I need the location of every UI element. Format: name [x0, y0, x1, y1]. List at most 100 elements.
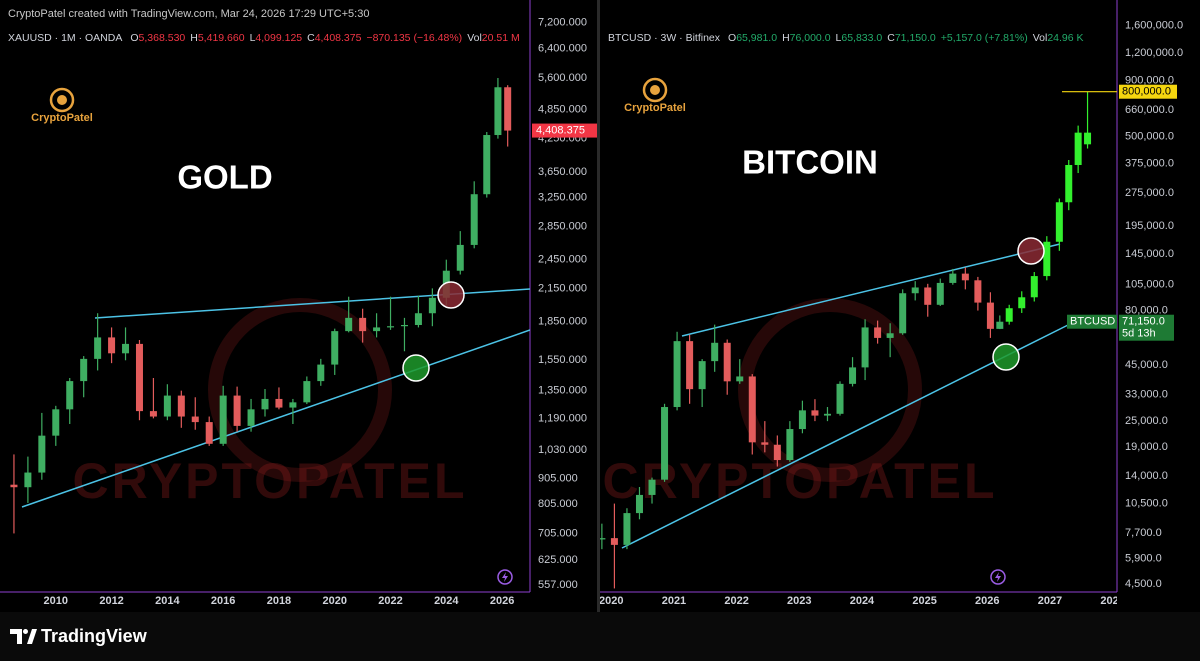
y-tick-label: 1,550.000	[538, 354, 587, 366]
logo-mark	[10, 629, 22, 644]
legend-item: H	[190, 32, 198, 44]
legend-item: XAUUSD · 1M · OANDA	[8, 32, 122, 44]
candle-body	[610, 538, 618, 545]
legend: XAUUSD · 1M · OANDA O5,368.530 H5,419.660 L…	[8, 32, 520, 44]
x-tick-label: 2010	[44, 595, 68, 607]
trendline	[21, 329, 530, 508]
candle-body	[303, 381, 311, 403]
footer-logo: TradingView	[10, 626, 148, 646]
candle-body	[673, 341, 681, 408]
x-axis: 2010 2012 2014 2016 2018 2020 2022 2024 2026	[44, 595, 515, 607]
y-tick-label: 33,000.0	[1125, 389, 1168, 401]
x-tick-label: 2022	[378, 595, 402, 607]
x-tick-label: 2024	[434, 595, 459, 607]
candle-body	[163, 395, 171, 417]
candle-body	[135, 343, 143, 412]
candle-body	[723, 342, 731, 382]
x-tick-label: 2025	[912, 595, 936, 607]
candle-body	[359, 317, 367, 332]
y-tick-label: 3,650.000	[538, 166, 587, 178]
y-tick-label: 25,000.0	[1125, 415, 1168, 427]
candle-body	[849, 367, 857, 384]
candle-body	[711, 342, 719, 362]
candle-body	[373, 327, 381, 332]
candle-body	[504, 87, 512, 131]
candle-body	[66, 381, 74, 410]
footer-bar	[0, 612, 1200, 661]
x-tick-label: 2027	[1038, 595, 1062, 607]
legend-item: O	[728, 32, 736, 44]
candle-body	[10, 484, 18, 488]
x-tick-label: 2018	[267, 595, 291, 607]
y-tick-label: 4,850.000	[538, 103, 587, 115]
legend: BTCUSD · 3W · Bitfinex O65,981.0 H76,000.0…	[608, 32, 1084, 44]
x-tick-label: 2026	[975, 595, 999, 607]
candle-body	[1065, 165, 1073, 203]
y-tick-label: 557.000	[538, 579, 578, 591]
candle-body	[494, 87, 502, 136]
candle-body	[773, 444, 781, 461]
candle-body	[1030, 276, 1038, 298]
legend-item: C	[307, 32, 315, 44]
legend-item: 65,981.0	[736, 32, 777, 44]
y-tick-label: 7,700.0	[1125, 527, 1162, 539]
legend-item: 24.96 K	[1047, 32, 1083, 44]
candle-body	[635, 494, 643, 514]
legend-item: 4,099.125	[255, 32, 302, 44]
candle-body	[798, 410, 806, 430]
y-tick-label: 19,000.0	[1125, 441, 1168, 453]
candle-body	[924, 287, 932, 305]
candle-body	[1043, 241, 1051, 277]
candle-body	[761, 442, 769, 445]
candle-body	[949, 273, 957, 283]
x-tick-label: 2024	[850, 595, 875, 607]
watermark-text: CRYPTOPATEL	[72, 453, 467, 509]
candle-body	[661, 407, 669, 480]
trendline	[681, 243, 1061, 337]
y-tick-label: 2,850.000	[538, 220, 587, 232]
x-tick-label: 2023	[787, 595, 811, 607]
candle-body	[275, 398, 283, 408]
candle-body	[80, 358, 88, 382]
x-tick-label: 2020	[322, 595, 346, 607]
candle-body	[191, 416, 199, 423]
candle-body	[38, 435, 46, 473]
logo-icon	[57, 95, 67, 105]
x-tick-label: 2026	[490, 595, 514, 607]
candle-body	[861, 327, 869, 368]
candle-body	[911, 287, 919, 294]
candle-body	[428, 297, 436, 314]
y-tick-label: 375,000.0	[1125, 158, 1174, 170]
x-tick-label: 2012	[99, 595, 123, 607]
y-tick-label: 2,150.000	[538, 282, 587, 294]
logo-text: CryptoPatel	[624, 102, 686, 114]
y-tick-label: 10,500.0	[1125, 497, 1168, 509]
candle-body	[1084, 132, 1092, 145]
marker-circle	[992, 343, 1020, 371]
header-text: CryptoPatel created with TradingView.com…	[8, 8, 369, 20]
alert-icon	[502, 572, 508, 582]
legend-item: 4,408.375	[315, 32, 362, 44]
candle-body	[974, 280, 982, 303]
legend-item: H	[782, 32, 790, 44]
candle-body	[686, 341, 694, 390]
candle-body	[470, 194, 478, 245]
candle-body	[331, 331, 339, 365]
countdown-label: 5d 13h	[1122, 328, 1156, 340]
candle-body	[996, 321, 1004, 329]
candle-body	[786, 429, 794, 461]
candle-body	[1055, 202, 1063, 242]
candle-body	[600, 538, 606, 540]
candle-body	[823, 413, 831, 416]
symbol-tag-label: BTCUSD	[1070, 316, 1115, 328]
y-tick-label: 2,450.000	[538, 254, 587, 266]
legend-item: L	[836, 32, 842, 44]
target-label: 800,000.0	[1122, 86, 1171, 98]
y-tick-label: 5,600.000	[538, 72, 587, 84]
candle-body	[986, 302, 994, 329]
candle-body	[317, 364, 325, 382]
legend-item: 71,150.0	[895, 32, 936, 44]
y-tick-label: 1,600,000.0	[1125, 20, 1183, 32]
candle-body	[261, 398, 269, 410]
